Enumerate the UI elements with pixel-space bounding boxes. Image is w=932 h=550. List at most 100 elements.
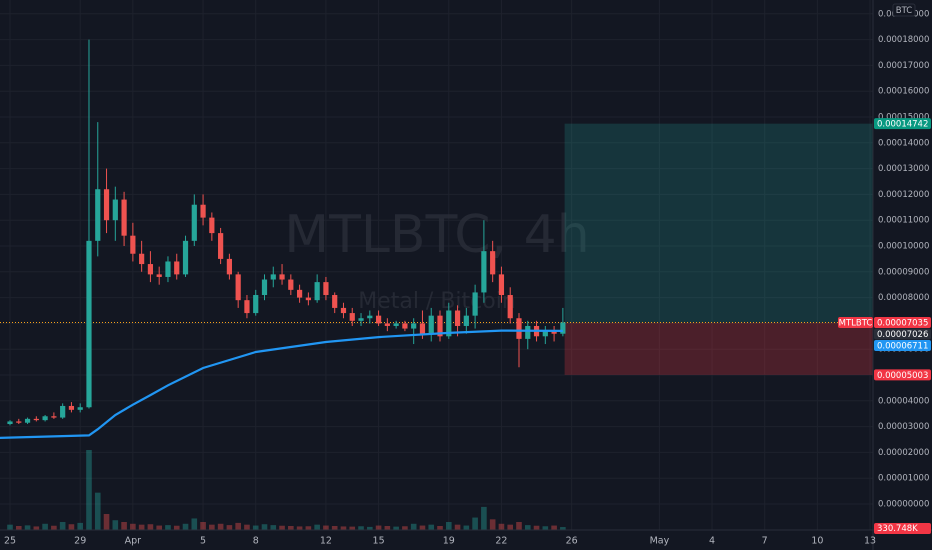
price-tag	[874, 369, 931, 381]
candle-body	[261, 279, 268, 296]
volume-bar	[200, 522, 206, 530]
volume-bar	[542, 526, 549, 530]
candle-body	[428, 315, 434, 334]
volume-bar	[393, 526, 399, 530]
candle-body	[393, 323, 399, 326]
candle-body	[270, 274, 276, 280]
y-tick-label: 0.00009000	[878, 267, 929, 277]
price-tag	[874, 118, 931, 130]
candle-body	[103, 189, 110, 221]
y-tick-label: 0.00010000	[878, 241, 929, 251]
volume-bar	[121, 522, 127, 530]
candle-body	[358, 318, 364, 321]
volume-bar	[472, 517, 478, 530]
volume-bar	[489, 519, 496, 530]
price-tag-label: 0.00014742	[877, 120, 928, 130]
volume-bar	[331, 526, 338, 530]
candle-body	[454, 310, 461, 326]
volume-bar	[279, 525, 285, 530]
volume-bar	[86, 450, 92, 530]
x-tick-label: 7	[762, 536, 768, 547]
candle-body	[323, 282, 329, 296]
x-tick-label: 19	[443, 536, 455, 547]
y-tick-label: 0.00014000	[878, 138, 929, 148]
x-tick-label: May	[650, 536, 670, 547]
candle-body	[165, 261, 171, 277]
candle-body	[551, 331, 557, 334]
candle-body	[446, 310, 452, 337]
volume-bar	[42, 523, 48, 530]
x-tick-label: 15	[373, 536, 385, 547]
candle-body	[95, 189, 101, 241]
volume-bar	[252, 525, 259, 530]
price-tag-label: 0.00007035	[877, 318, 928, 328]
candle-body	[314, 282, 320, 301]
y-tick-label: 0.00004000	[878, 396, 929, 406]
unit-label: BTC	[896, 6, 913, 16]
candle-body	[490, 251, 496, 275]
candle-body	[182, 240, 189, 275]
candle-body	[7, 421, 13, 425]
candle-body	[411, 323, 417, 329]
volume-bar	[112, 520, 119, 530]
volume-bar	[551, 525, 557, 530]
volume-bar	[419, 525, 426, 530]
candle-body	[481, 251, 487, 293]
volume-tag-label: 330.748K	[877, 524, 918, 534]
watermark-sub: Metal / Bitcoin	[358, 289, 516, 314]
y-tick-label: 0.00003000	[878, 422, 929, 432]
y-tick-label: 0.00016000	[878, 87, 929, 97]
volume-bar	[147, 524, 154, 530]
volume-bar	[15, 526, 22, 530]
volume-bar	[560, 527, 566, 530]
candle-body	[402, 323, 408, 329]
y-tick-label: 0.00008000	[878, 293, 929, 303]
candle-body	[384, 323, 390, 326]
candle-body	[349, 313, 355, 321]
volume-bar	[437, 526, 443, 530]
volume-bar	[428, 524, 435, 530]
candle-body	[419, 323, 426, 334]
candle-body	[42, 416, 48, 421]
candle-body	[516, 318, 522, 339]
candle-body	[174, 261, 180, 275]
volume-bar	[226, 525, 233, 530]
x-tick-label: 26	[566, 536, 578, 547]
volume-bar	[296, 526, 303, 530]
volume-bar	[68, 524, 75, 530]
volume-bar	[182, 523, 189, 530]
price-tag-label: 0.00006711	[877, 341, 928, 351]
candle-body	[86, 240, 92, 408]
target-zone	[564, 123, 873, 323]
candle-body	[218, 233, 224, 259]
volume-bar	[33, 526, 40, 530]
x-tick-label: 29	[74, 536, 86, 547]
volume-bar	[7, 524, 13, 530]
volume-bar	[165, 525, 171, 530]
candle-body	[147, 264, 154, 275]
candle-body	[332, 295, 338, 308]
candle-body	[305, 297, 311, 301]
volume-bar	[103, 514, 110, 530]
volume-bar	[358, 526, 364, 530]
volume-bar	[217, 523, 224, 530]
y-tick-label: 0.00000000	[878, 499, 929, 509]
volume-bar	[516, 522, 522, 530]
x-tick-label: 4	[709, 536, 715, 547]
volume-bar	[51, 525, 57, 530]
y-tick-label: 0.00015000	[878, 113, 929, 123]
volume-bar	[375, 525, 382, 530]
x-tick-label: 10	[811, 536, 823, 547]
volume-bar	[498, 523, 505, 530]
unit-tag	[892, 3, 916, 17]
candle-body	[297, 289, 303, 298]
volume-bar	[173, 525, 180, 530]
volume-bar	[138, 524, 145, 530]
candle-body	[112, 199, 118, 221]
price-tag	[874, 316, 931, 328]
candle-body	[200, 204, 206, 218]
candle-body	[156, 274, 162, 277]
price-tag-label: 0.00005003	[877, 371, 928, 381]
candle-body	[507, 295, 513, 319]
candle-body	[560, 322, 566, 334]
